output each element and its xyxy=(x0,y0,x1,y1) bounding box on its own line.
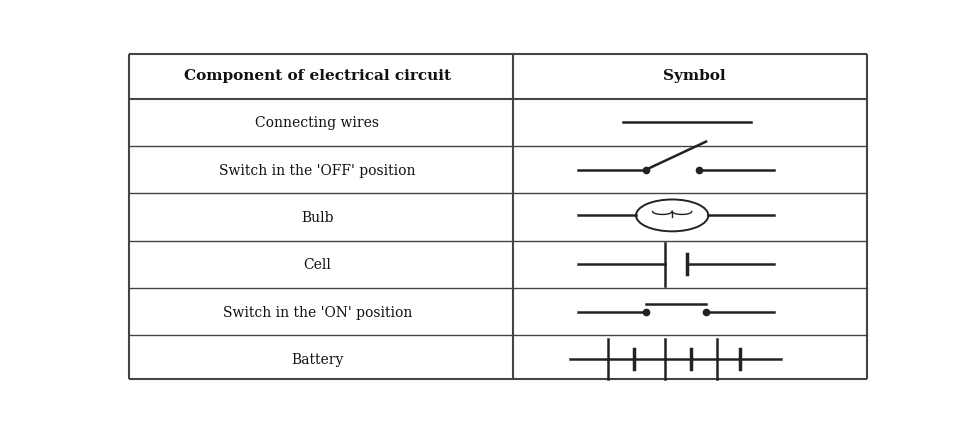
Text: Bulb: Bulb xyxy=(301,211,333,224)
Text: Switch in the 'OFF' position: Switch in the 'OFF' position xyxy=(219,163,416,177)
Text: Connecting wires: Connecting wires xyxy=(256,116,379,130)
Text: Battery: Battery xyxy=(292,352,343,366)
Text: Cell: Cell xyxy=(303,258,331,272)
Text: Component of electrical circuit: Component of electrical circuit xyxy=(184,69,451,83)
Text: Symbol: Symbol xyxy=(663,69,725,83)
Text: Switch in the 'ON' position: Switch in the 'ON' position xyxy=(223,305,412,319)
